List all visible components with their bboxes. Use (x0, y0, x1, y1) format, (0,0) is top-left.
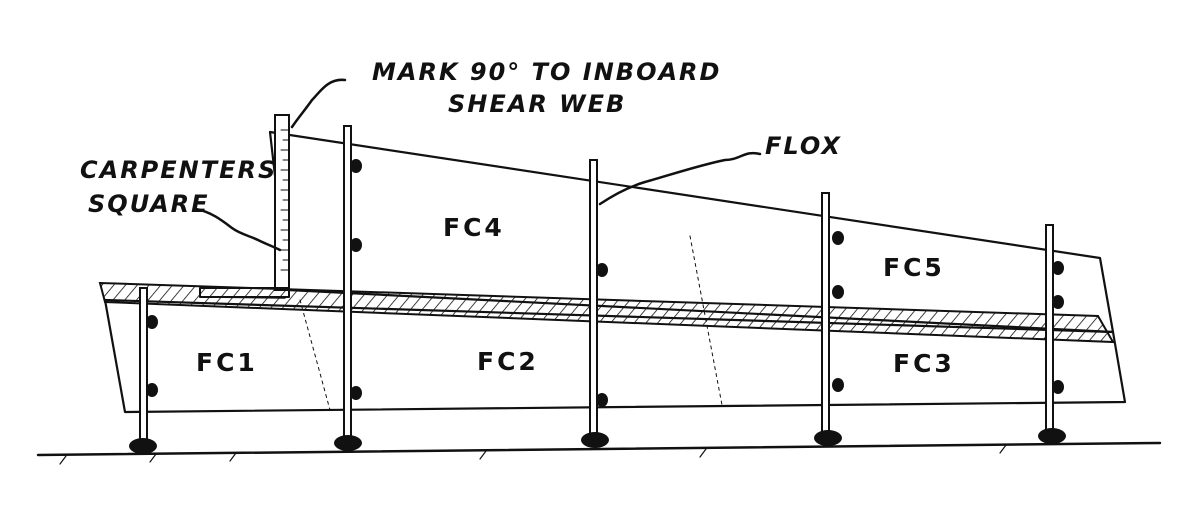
carpenters-square (199, 114, 290, 298)
spar-cap-hatched-strip (98, 281, 1115, 344)
mark-90-note-line1: MARK 90° TO INBOARD (372, 58, 721, 86)
panel-label-fc1: FC1 (196, 348, 258, 377)
panel-label-fc2: FC2 (477, 347, 539, 376)
flox-note: FLOX (765, 132, 842, 160)
carpenters-square-note-line2: SQUARE (88, 190, 210, 218)
mark-leader-line (290, 78, 347, 129)
support-post (814, 192, 844, 446)
panel-label-fc4: FC4 (443, 213, 505, 242)
support-posts (129, 125, 1066, 454)
support-post (129, 287, 158, 454)
mark-90-note-line2: SHEAR WEB (448, 90, 626, 118)
support-post (581, 159, 609, 448)
carpenters-leader-line (194, 207, 282, 252)
carpenters-square-note-line1: CARPENTERS (80, 156, 277, 184)
panel-label-fc5: FC5 (883, 253, 945, 282)
flox-leader-line (598, 151, 762, 206)
support-post (1038, 224, 1066, 444)
ground-line (36, 441, 1162, 457)
support-post (334, 125, 362, 451)
panel-label-fc3: FC3 (893, 349, 955, 378)
ground-ticks (59, 444, 1007, 465)
